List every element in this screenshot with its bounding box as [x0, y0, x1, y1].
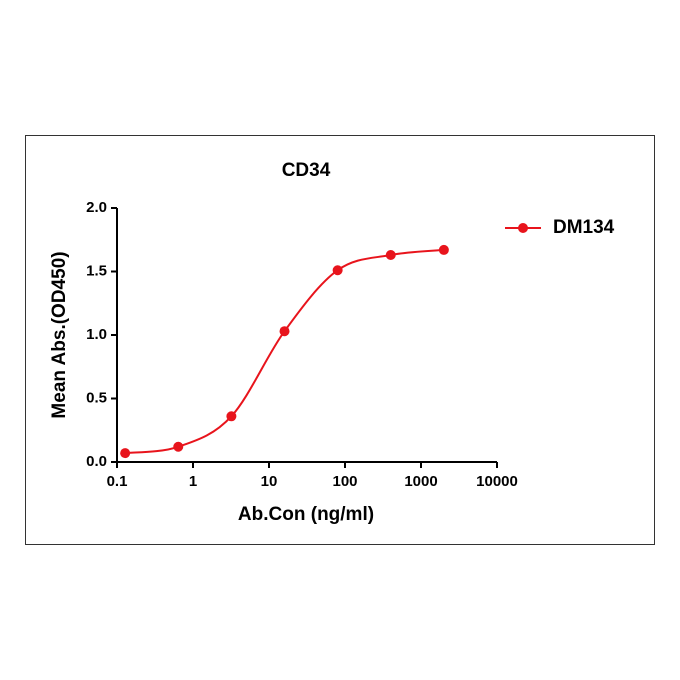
series-curve	[125, 248, 444, 455]
y-tick-label: 1.0	[86, 326, 107, 343]
data-point	[226, 411, 237, 422]
data-point	[173, 441, 184, 452]
y-tick-label: 0.0	[86, 453, 107, 470]
x-tick-label: 10	[261, 473, 278, 490]
x-tick-label: 1	[189, 473, 197, 490]
x-tick-label: 100	[332, 473, 357, 490]
data-point	[120, 448, 131, 459]
x-tick-label: 0.1	[107, 473, 128, 490]
y-tick-label: 2.0	[86, 199, 107, 216]
x-axis-label: Ab.Con (ng/ml)	[238, 504, 374, 525]
data-point	[438, 244, 449, 255]
chart-title: CD34	[282, 160, 331, 181]
y-tick-label: 0.5	[86, 389, 107, 406]
legend-marker	[518, 223, 528, 233]
legend-label: DM134	[553, 217, 615, 238]
data-point	[332, 265, 343, 276]
x-tick-label: 10000	[476, 473, 518, 490]
y-axis-label: Mean Abs.(OD450)	[49, 251, 70, 418]
y-tick-label: 1.5	[86, 262, 107, 279]
data-point	[385, 249, 396, 260]
frame	[25, 135, 655, 545]
data-point	[279, 326, 290, 337]
x-tick-label: 1000	[404, 473, 437, 490]
